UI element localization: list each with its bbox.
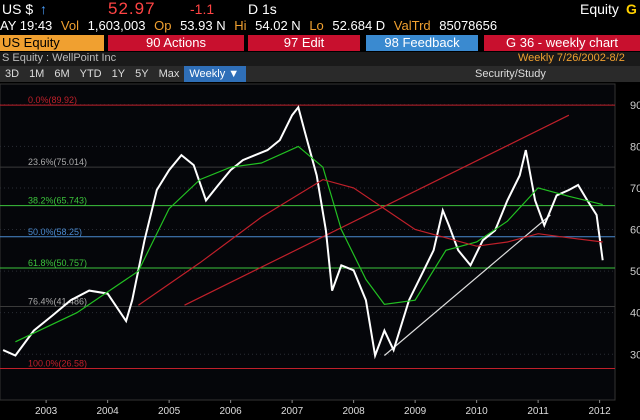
price-bar: US $ ↑ 52.97 -1.1 D 1s Equity G	[0, 0, 640, 18]
fib-label: 0.0%(89.92)	[28, 95, 77, 105]
valtrd: 85078656	[439, 18, 498, 33]
moving-average	[15, 145, 603, 343]
edit-button[interactable]: 97 Edit	[248, 35, 360, 51]
fib-label: 100.0%(26.58)	[28, 358, 87, 368]
y-tick-label: 70	[630, 183, 640, 195]
change: -1.1	[190, 1, 215, 17]
fib-label: 76.4%(41.486)	[28, 297, 87, 307]
range-button[interactable]: 5Y	[135, 68, 149, 80]
chart: 30 40 50 60 70 80 90 2003 2004 2005 2006 2007 2008 20…	[0, 83, 640, 417]
y-tick-label: 40	[630, 308, 640, 320]
price-line	[2, 105, 604, 360]
fib-label: 61.8%(50.757)	[28, 258, 87, 268]
security-name: S Equity : WellPoint Inc	[2, 52, 117, 64]
function-key: G	[626, 1, 637, 17]
x-tick-label: 2006	[220, 406, 243, 417]
x-tick-label: 2009	[404, 406, 427, 417]
range-button[interactable]: 1M	[29, 68, 45, 80]
hi: 54.02 N	[255, 18, 301, 33]
lo: 52.684 D	[332, 18, 386, 33]
lo-label: Lo	[309, 18, 324, 33]
frequency-dropdown[interactable]: Weekly ▼	[184, 66, 247, 82]
range-button[interactable]: 3D	[5, 68, 20, 80]
valtrd-label: ValTrd	[393, 18, 431, 33]
ticker: US $	[2, 1, 34, 17]
date-range: Weekly 7/26/2002-8/2	[518, 52, 625, 64]
range-button[interactable]: Max	[158, 68, 180, 80]
fib-label: 50.0%(58.25)	[28, 227, 82, 237]
fib-label: 23.6%(75.014)	[28, 157, 87, 167]
actions-button[interactable]: 90 Actions	[108, 35, 244, 51]
arrow: ↑	[40, 1, 47, 17]
range-button[interactable]: 1Y	[111, 68, 126, 80]
period: D 1s	[248, 1, 277, 17]
x-tick-label: 2008	[343, 406, 366, 417]
x-tick-label: 2010	[466, 406, 489, 417]
range-button[interactable]: YTD	[79, 68, 102, 80]
y-tick-label: 50	[630, 266, 640, 278]
y-tick-label: 80	[630, 141, 640, 153]
market: Equity	[580, 1, 619, 17]
menu-bar: US Equity 90 Actions 97 Edit 98 Feedback…	[0, 35, 640, 52]
y-tick-label: 60	[630, 225, 640, 237]
y-tick-label: 90	[630, 100, 640, 112]
op: 53.93 N	[180, 18, 226, 33]
study-button[interactable]: Security/Study	[475, 68, 546, 80]
fib-label: 38.2%(65.743)	[28, 196, 87, 206]
chart-title: G 36 - weekly chart	[484, 35, 640, 51]
x-tick-label: 2005	[158, 406, 181, 417]
x-tick-label: 2004	[97, 406, 120, 417]
quote-bar: AY 19:43 Vol 1,603,003 Op 53.93 N Hi 54.…	[0, 18, 640, 34]
hi-label: Hi	[234, 18, 247, 33]
x-tick-label: 2012	[589, 406, 612, 417]
x-tick-label: 2003	[35, 406, 58, 417]
time: AY 19:43	[0, 18, 53, 33]
x-tick-label: 2011	[527, 406, 549, 417]
info-bar: S Equity : WellPoint Inc Weekly 7/26/200…	[0, 52, 640, 66]
vol: 1,603,003	[87, 18, 146, 33]
op-label: Op	[154, 18, 172, 33]
vol-label: Vol	[60, 18, 79, 33]
moving-average	[138, 178, 603, 306]
range-button[interactable]: 6M	[54, 68, 70, 80]
feedback-button[interactable]: 98 Feedback	[366, 35, 478, 51]
x-tick-label: 2007	[281, 406, 304, 417]
toolbar: 3D 1M 6M YTD 1Y 5Y Max Weekly ▼ Security/Study	[0, 66, 640, 82]
last-price: 52.97	[108, 0, 156, 18]
security-box[interactable]: US Equity	[0, 35, 104, 51]
plot-area	[0, 83, 616, 401]
trend-line	[184, 114, 570, 306]
y-tick-label: 30	[630, 349, 640, 361]
